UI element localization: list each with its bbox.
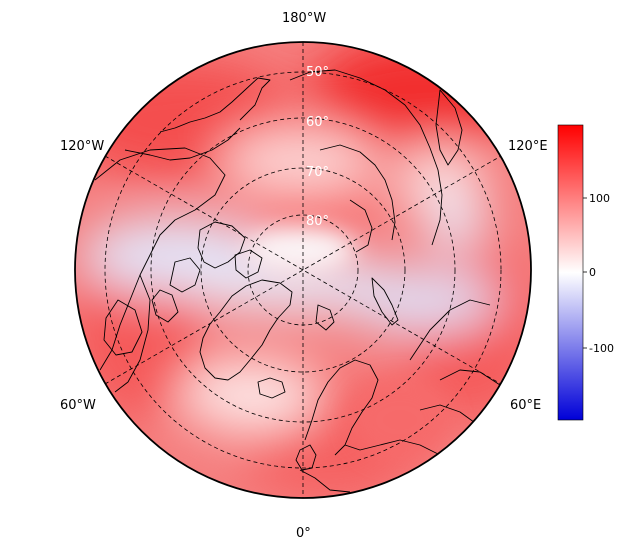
svalbard-outline [315,304,335,331]
lon-label-120w: 120°W [60,139,104,154]
lon-label-60e: 60°E [510,398,541,413]
novaya-zemlya-outline [371,277,399,326]
iceland-outline [257,377,286,399]
greenland-outline [199,279,293,381]
lat-label-80: 80° [306,214,329,229]
colorbar-tick-100: 100 [589,192,610,205]
colorbar-tick-neg100: -100 [589,342,614,355]
lon-label-0: 0° [296,526,311,541]
lon-label-180w: 180°W [282,11,326,26]
meridian-120w-60e [104,155,502,385]
north-america-outline [94,147,226,371]
map-disk-border [74,41,532,499]
coastlines [94,69,501,493]
lat-label-60: 60° [306,115,329,130]
lat-label-70: 70° [306,165,329,180]
meridian-60w-120e [104,155,502,385]
alaska-outline [159,77,271,133]
anomaly-field [75,42,531,498]
graticule [104,42,502,498]
hudson-bay-outline [103,299,143,356]
lon-label-60w: 60°W [60,398,96,413]
colorbar-gradient [557,124,584,421]
lon-label-120e: 120°E [508,139,548,154]
siberia-outline [289,69,443,246]
colorbar-tick-0: 0 [589,266,596,279]
lat-label-50: 50° [306,65,329,80]
scandinavia-outline [304,359,379,456]
kamchatka-outline [435,89,463,166]
colorbar: 100 0 -100 [557,124,614,421]
